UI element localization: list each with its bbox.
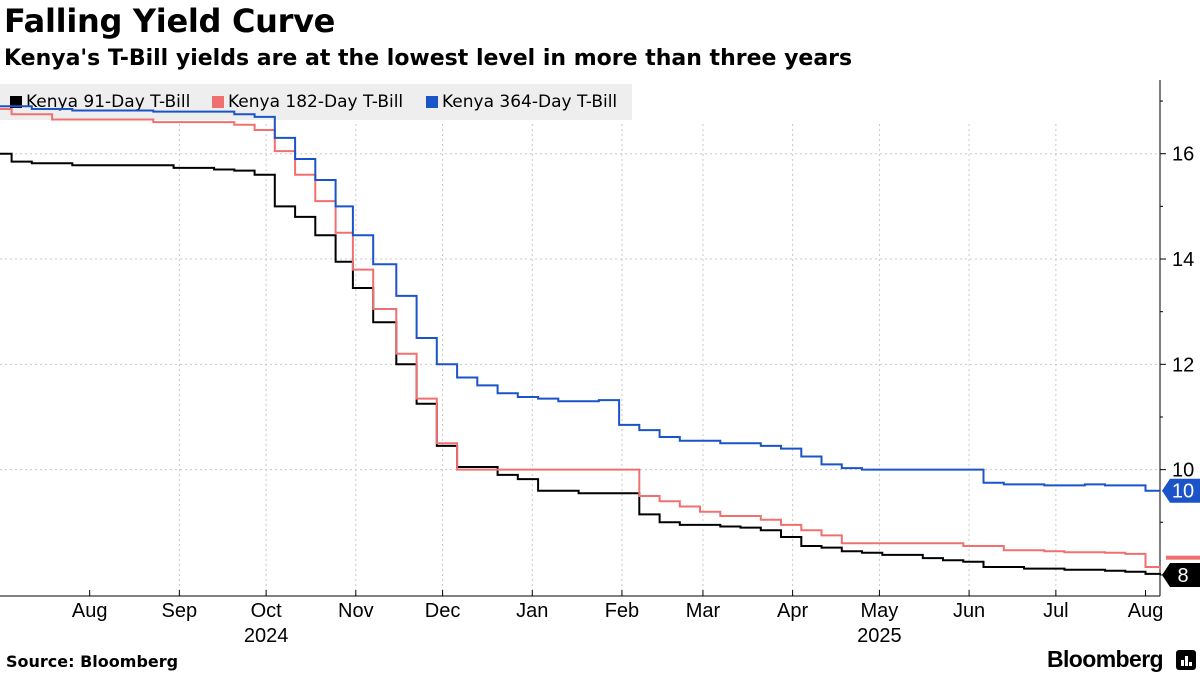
x-tick-label: Mar — [686, 600, 721, 622]
end-value-label: 10 — [1172, 481, 1194, 503]
series-lines — [0, 105, 1161, 575]
y-tick-label: 14 — [1172, 249, 1194, 271]
x-tick-label: Oct — [251, 600, 283, 622]
brand-logo-text: Bloomberg — [1047, 646, 1164, 672]
y-tick-label: 16 — [1172, 144, 1194, 166]
x-tick-label: Aug — [1128, 600, 1164, 622]
grid-lines — [0, 124, 1160, 596]
legend-swatch-91-day — [10, 96, 22, 108]
x-tick-label: Sep — [162, 600, 198, 622]
end-label-tag — [1162, 478, 1200, 503]
legend-item-91-day: Kenya 91-Day T-Bill — [10, 92, 190, 112]
legend-label-364-day: Kenya 364-Day T-Bill — [442, 92, 618, 112]
x-tick-label: Nov — [338, 600, 374, 622]
x-year-label: 2024 — [244, 625, 289, 647]
chart-subtitle: Kenya's T-Bill yields are at the lowest … — [4, 46, 853, 71]
legend-item-182-day: Kenya 182-Day T-Bill — [212, 92, 403, 112]
x-tick-label: Jul — [1043, 600, 1069, 622]
chart-title: Falling Yield Curve — [4, 2, 336, 40]
end-value-label: 8 — [1177, 565, 1188, 587]
x-tick-label: May — [861, 600, 899, 622]
legend-label-182-day: Kenya 182-Day T-Bill — [228, 92, 404, 112]
legend-item-364-day: Kenya 364-Day T-Bill — [426, 92, 617, 112]
legend-label-91-day: Kenya 91-Day T-Bill — [26, 92, 191, 112]
bloomberg-logo-icon — [1176, 650, 1196, 670]
y-tick-label: 10 — [1172, 460, 1194, 482]
x-year-label: 2025 — [857, 625, 902, 647]
end-value-labels: 10 8 — [1162, 478, 1200, 587]
legend-swatch-364-day — [426, 96, 438, 108]
series-line-91-day — [0, 152, 1161, 575]
x-tick-label: Jan — [516, 600, 548, 622]
series-line-182-day — [0, 108, 1161, 570]
x-tick-label: Apr — [777, 600, 808, 622]
y-tick-label: 12 — [1172, 354, 1194, 376]
chart-legend: Kenya 91-Day T-Bill Kenya 182-Day T-Bill… — [0, 84, 632, 120]
legend-swatch-182-day — [212, 96, 224, 108]
axes: 16 14 12 10 Aug Sep Oct Nov Dec Jan Feb Mar Apr May Ju… — [0, 80, 1194, 647]
x-tick-label: Aug — [72, 600, 108, 622]
x-tick-label: Feb — [605, 600, 639, 622]
end-label-tag-182-day — [1166, 555, 1200, 560]
x-tick-label: Jun — [953, 600, 985, 622]
x-tick-label: Dec — [425, 600, 461, 622]
source-note: Source: Bloomberg — [6, 652, 179, 671]
series-line-364-day — [0, 105, 1160, 492]
end-label-tag — [1162, 562, 1200, 587]
